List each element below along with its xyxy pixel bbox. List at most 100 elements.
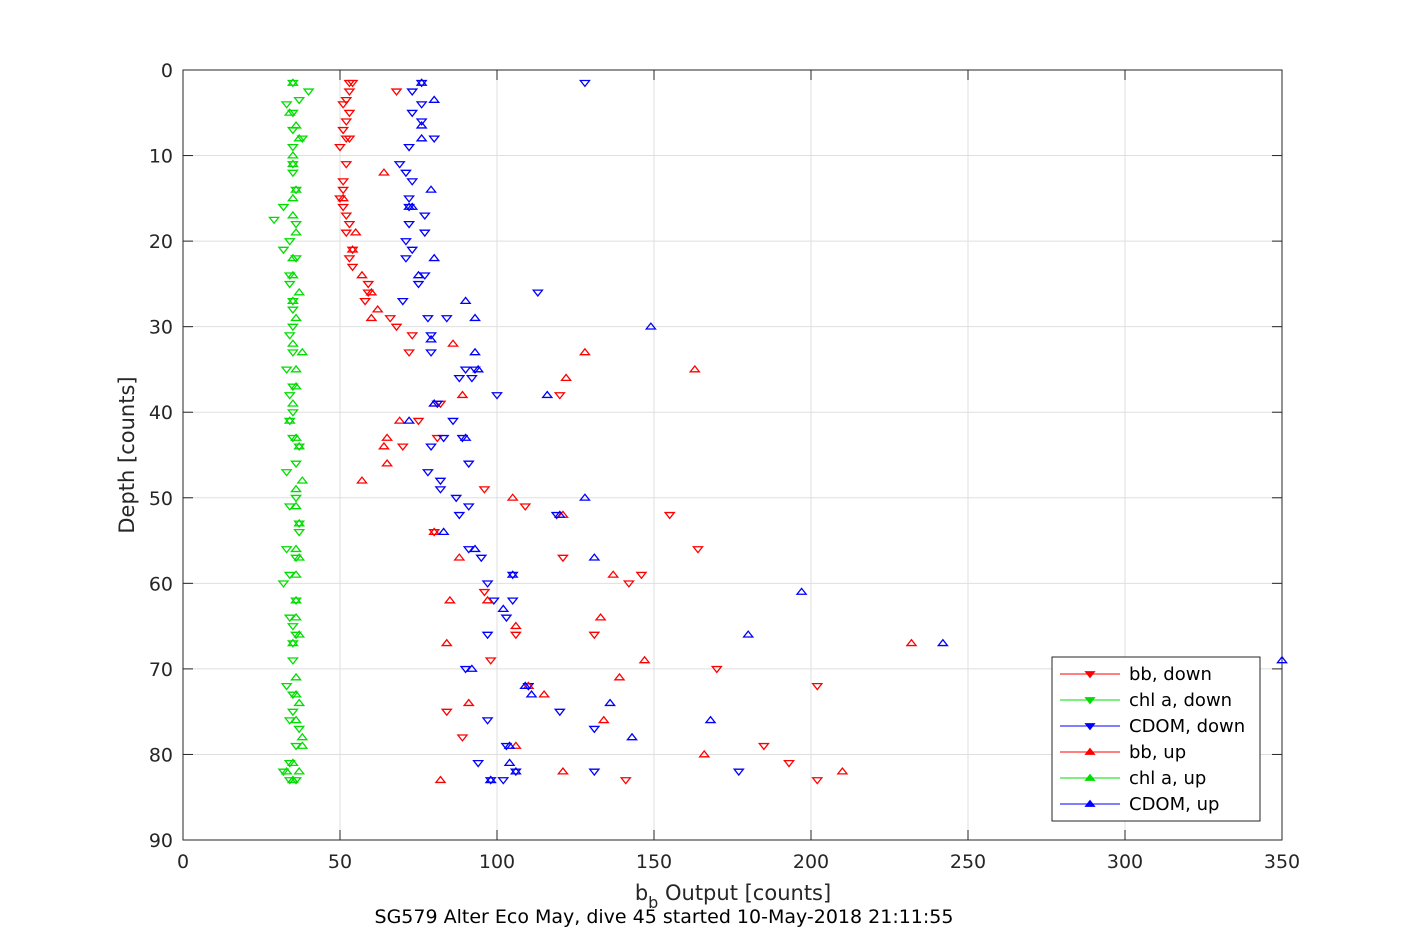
data-point [290, 595, 302, 604]
data-point [795, 587, 808, 595]
data-point [688, 364, 701, 373]
data-point [290, 484, 302, 493]
data-point [462, 460, 475, 469]
data-point [343, 79, 356, 88]
data-point [277, 768, 290, 777]
data-point [290, 221, 302, 229]
data-point [428, 399, 441, 407]
data-point [406, 109, 419, 118]
data-point [453, 375, 466, 383]
data-point [286, 399, 299, 407]
data-point [293, 553, 306, 561]
data-point [346, 245, 359, 253]
data-point [588, 725, 601, 734]
data-point [710, 665, 723, 674]
data-point [296, 732, 309, 741]
data-point [290, 612, 302, 621]
data-point [594, 612, 607, 621]
data-point [290, 460, 302, 469]
data-point [293, 529, 306, 537]
data-point [290, 494, 302, 503]
data-point [283, 332, 296, 340]
data-point [538, 689, 551, 698]
data-point [491, 392, 503, 400]
data-point [403, 195, 416, 203]
data-point [296, 347, 309, 356]
data-point [506, 597, 519, 606]
data-point [462, 698, 475, 707]
data-point [440, 708, 453, 717]
data-point [286, 349, 299, 357]
data-point [472, 760, 485, 768]
data-point [277, 203, 290, 212]
data-point [290, 554, 302, 563]
data-point [506, 571, 519, 580]
data-point [286, 323, 299, 332]
data-point [286, 657, 299, 665]
data-point [302, 88, 315, 96]
data-point [296, 135, 309, 144]
data-point [421, 469, 434, 477]
data-point [346, 263, 359, 272]
data-point [400, 255, 412, 263]
data-point [506, 570, 519, 578]
data-point [286, 383, 299, 392]
data-point [290, 255, 302, 263]
data-point [381, 433, 394, 441]
data-point [290, 777, 302, 785]
data-point [425, 185, 437, 193]
data-point [337, 186, 350, 195]
data-point [393, 416, 406, 424]
legend-entry-label: CDOM, up [1129, 794, 1219, 815]
data-point [403, 203, 416, 212]
data-point [290, 433, 302, 441]
data-point [268, 216, 280, 225]
data-point [519, 503, 532, 511]
data-point [334, 195, 346, 203]
data-point [447, 417, 459, 426]
data-point [293, 520, 306, 529]
legend-entry-label: chl a, down [1129, 690, 1232, 711]
data-point [290, 672, 302, 681]
data-point [290, 381, 302, 390]
data-point [1276, 655, 1288, 664]
data-point [390, 88, 403, 96]
data-point [356, 476, 368, 484]
data-point [425, 334, 437, 343]
data-point [283, 416, 296, 424]
data-point [481, 580, 494, 588]
data-point [280, 683, 293, 691]
data-point [334, 144, 346, 152]
data-point [378, 168, 390, 176]
data-point [522, 683, 535, 691]
data-point [811, 683, 824, 691]
x-axis-label-suffix: Output [counts] [658, 881, 831, 905]
data-point [428, 253, 441, 262]
data-point [503, 741, 516, 749]
data-point [286, 691, 299, 700]
data-point [286, 159, 299, 168]
data-point [293, 133, 306, 142]
series-cdom-up [403, 78, 1288, 784]
x-tick-label: 100 [479, 851, 515, 873]
data-point [497, 777, 510, 785]
data-point [277, 246, 290, 255]
data-point [286, 640, 299, 648]
data-point [280, 469, 293, 477]
y-tick-label: 50 [149, 488, 173, 510]
data-point [280, 766, 293, 775]
data-point [365, 287, 378, 296]
data-point [286, 623, 299, 631]
data-point [293, 630, 306, 638]
x-tick-label: 150 [636, 851, 672, 873]
data-point [280, 546, 293, 554]
data-point [459, 433, 472, 441]
legend-marker [1084, 747, 1096, 755]
data-point [286, 79, 299, 88]
data-point [604, 698, 616, 707]
data-point [283, 272, 296, 280]
data-point [337, 203, 350, 212]
data-point [434, 477, 447, 486]
data-point [472, 364, 485, 373]
data-point [469, 544, 481, 553]
